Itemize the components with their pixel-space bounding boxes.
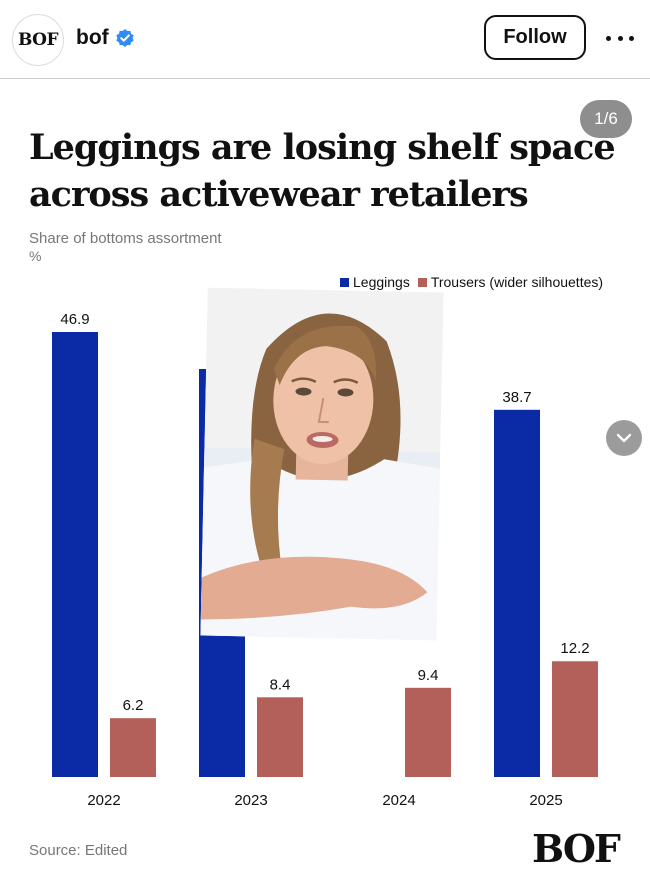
bar-trousers-2022	[110, 718, 156, 777]
legend-swatch-trousers	[417, 277, 427, 287]
account-avatar[interactable]: BOF	[12, 14, 64, 66]
legend-entry-trousers: Trousers (wider silhouettes)	[417, 274, 604, 290]
data-label-leggings-2022: 46.9	[60, 311, 89, 328]
presenter-video-overlay	[200, 287, 444, 641]
legend-entry-leggings: Leggings	[340, 274, 410, 290]
bof-logo: BOF	[532, 826, 621, 871]
data-label-trousers-2022: 6.2	[123, 697, 144, 714]
verified-badge-icon	[116, 29, 134, 47]
bar-leggings-2025	[494, 409, 540, 777]
bar-trousers-2023	[257, 697, 303, 777]
data-label-trousers-2024: 9.4	[418, 667, 439, 684]
follow-button[interactable]: Follow	[484, 15, 586, 60]
chart-source: Source: Edited	[29, 842, 128, 859]
bar-trousers-2024	[405, 687, 451, 777]
bar-chart: 46.96.2202243.08.420239.4202438.712.2202…	[52, 311, 598, 809]
avatar-logo-text: BOF	[17, 30, 59, 50]
more-options-icon[interactable]	[606, 30, 634, 46]
chart-unit: %	[29, 248, 42, 264]
bar-leggings-2022	[52, 332, 98, 777]
x-tick-label-2024: 2024	[382, 792, 415, 809]
slide-counter: 1/6	[580, 100, 632, 138]
x-tick-label-2025: 2025	[529, 792, 562, 809]
legend-label-trousers: Trousers (wider silhouettes)	[430, 274, 604, 290]
data-label-trousers-2025: 12.2	[560, 640, 589, 657]
post-header: BOF bof Follow	[0, 0, 650, 79]
chart-legend: Leggings Trousers (wider silhouettes)	[340, 274, 611, 290]
chart-headline: Leggings are losing shelf space across a…	[29, 127, 616, 215]
legend-swatch-leggings	[340, 277, 349, 287]
x-tick-label-2022: 2022	[87, 792, 120, 809]
legend-label-leggings: Leggings	[353, 274, 410, 290]
x-tick-label-2023: 2023	[234, 792, 267, 809]
account-name[interactable]: bof	[76, 26, 109, 49]
chart-subtitle: Share of bottoms assortment	[29, 230, 222, 247]
chevron-down-icon	[616, 433, 632, 443]
data-label-leggings-2025: 38.7	[502, 389, 531, 406]
scroll-down-button[interactable]	[606, 420, 642, 456]
bar-trousers-2025	[552, 661, 598, 777]
data-label-trousers-2023: 8.4	[270, 676, 291, 693]
